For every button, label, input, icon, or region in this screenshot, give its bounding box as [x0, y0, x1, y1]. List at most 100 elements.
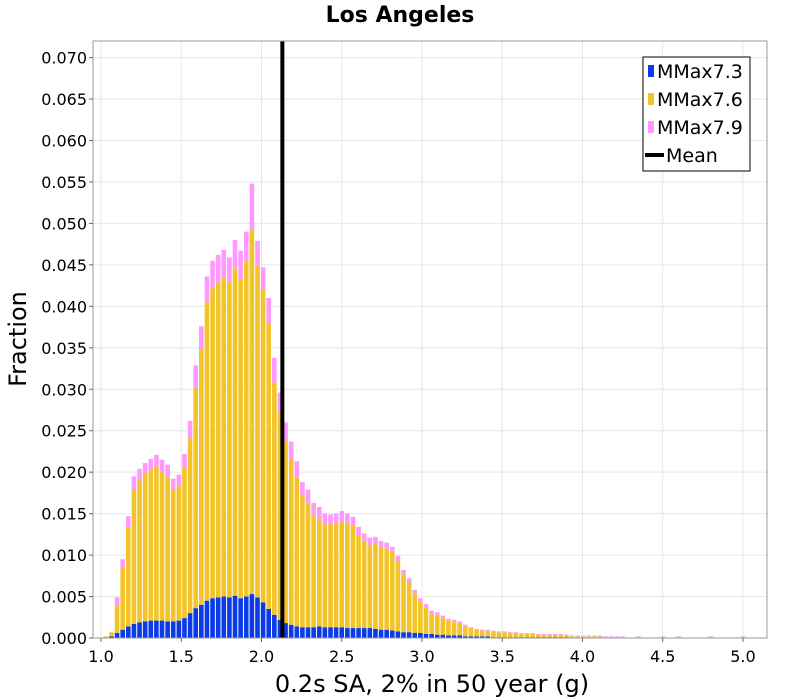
bar-mmax7-6-27 — [255, 265, 260, 598]
bar-mmax7-3-20 — [215, 597, 221, 638]
bar-mmax7-9-56 — [418, 598, 423, 602]
x-tick-label-6: 4.0 — [570, 647, 595, 666]
bar-mmax7-6-67 — [479, 630, 485, 637]
bar-mmax7-6-78 — [541, 634, 547, 638]
bar-mmax7-6-30 — [272, 382, 277, 615]
bar-mmax7-6-35 — [300, 494, 305, 628]
bar-mmax7-9-23 — [232, 240, 238, 269]
bar-mmax7-6-9 — [154, 466, 159, 621]
bar-mmax7-6-25 — [243, 260, 249, 597]
bar-mmax7-6-59 — [434, 614, 440, 635]
bar-mmax7-9-42 — [339, 511, 345, 522]
bar-mmax7-9-57 — [423, 604, 429, 608]
bar-mmax7-6-44 — [350, 525, 356, 629]
bar-mmax7-9-2 — [114, 597, 120, 605]
bar-mmax7-9-35 — [300, 482, 305, 495]
bar-mmax7-3-59 — [434, 634, 440, 638]
bar-mmax7-3-18 — [204, 600, 210, 638]
bar-mmax7-9-73 — [513, 632, 519, 634]
bar-mmax7-9-65 — [468, 627, 474, 629]
bar-mmax7-6-1 — [109, 632, 114, 637]
legend-label-mmax7-3: MMax7.3 — [657, 61, 743, 83]
bar-mmax7-9-70 — [496, 631, 502, 633]
bar-mmax7-9-29 — [266, 298, 272, 323]
bar-mmax7-9-87 — [592, 635, 597, 637]
bar-mmax7-3-17 — [199, 604, 204, 638]
bar-mmax7-3-41 — [333, 627, 339, 638]
bar-mmax7-3-45 — [356, 628, 361, 638]
bar-mmax7-9-85 — [580, 635, 586, 637]
bar-mmax7-6-22 — [227, 282, 232, 598]
bar-mmax7-3-46 — [361, 628, 367, 638]
bar-mmax7-6-79 — [547, 634, 552, 638]
bar-mmax7-9-10 — [159, 459, 165, 473]
bar-mmax7-9-72 — [507, 632, 513, 634]
bar-mmax7-9-11 — [165, 464, 170, 478]
y-tick-label-14: 0.070 — [41, 49, 87, 68]
bar-mmax7-6-19 — [210, 288, 215, 599]
bar-mmax7-9-15 — [187, 420, 193, 439]
bar-mmax7-9-30 — [272, 357, 277, 383]
bar-mmax7-9-67 — [479, 629, 485, 631]
bar-mmax7-3-50 — [384, 629, 389, 638]
bar-mmax7-3-1 — [109, 636, 114, 638]
bar-mmax7-6-18 — [204, 302, 210, 601]
x-tick-label-7: 4.5 — [650, 647, 675, 666]
bar-mmax7-6-62 — [451, 621, 457, 636]
y-tick-label-6: 0.030 — [41, 380, 87, 399]
bar-mmax7-9-49 — [378, 540, 384, 547]
bar-mmax7-3-63 — [457, 635, 462, 638]
bar-mmax7-3-4 — [125, 626, 131, 638]
bar-mmax7-3-68 — [485, 636, 491, 638]
legend-label-mmax7-6: MMax7.6 — [657, 89, 743, 111]
bar-mmax7-9-44 — [350, 516, 356, 526]
bar-mmax7-3-11 — [165, 621, 170, 638]
bar-mmax7-6-11 — [165, 477, 170, 622]
bar-mmax7-6-69 — [491, 631, 496, 638]
bar-mmax7-9-78 — [541, 633, 547, 635]
bar-mmax7-3-53 — [401, 632, 406, 638]
bar-mmax7-9-91 — [614, 636, 620, 638]
x-axis-ticks: 1.0 1.5 2.0 2.5 3.0 3.5 4.0 4.5 5.0 — [88, 638, 756, 666]
x-tick-label-5: 3.5 — [489, 647, 514, 666]
y-tick-label-10: 0.050 — [41, 214, 87, 233]
bar-mmax7-9-97 — [740, 636, 746, 638]
bar-mmax7-9-33 — [288, 441, 294, 459]
bar-mmax7-3-40 — [328, 627, 333, 638]
bar-mmax7-9-26 — [249, 183, 255, 230]
bars — [103, 183, 746, 638]
bar-mmax7-3-27 — [255, 597, 260, 638]
bar-mmax7-9-48 — [373, 536, 378, 544]
bar-mmax7-6-57 — [423, 607, 429, 634]
bar-mmax7-9-27 — [255, 240, 260, 266]
bar-mmax7-3-29 — [266, 608, 272, 638]
bar-mmax7-6-87 — [592, 636, 597, 638]
bar-mmax7-6-0 — [103, 636, 109, 638]
bar-mmax7-9-77 — [536, 633, 541, 635]
y-tick-label-8: 0.040 — [41, 297, 87, 316]
bar-mmax7-6-10 — [159, 472, 165, 621]
bar-mmax7-9-34 — [294, 461, 300, 478]
bar-mmax7-3-67 — [479, 636, 485, 638]
bar-mmax7-6-47 — [367, 545, 373, 629]
bar-mmax7-6-31 — [277, 412, 283, 620]
bar-mmax7-3-3 — [120, 629, 125, 638]
bar-mmax7-6-24 — [238, 278, 243, 599]
chart-title: Los Angeles — [326, 3, 475, 28]
bar-mmax7-9-63 — [457, 621, 462, 624]
bar-mmax7-3-30 — [272, 614, 277, 638]
bar-mmax7-3-31 — [277, 619, 283, 638]
bar-mmax7-6-51 — [389, 551, 395, 631]
bar-mmax7-9-37 — [311, 502, 316, 516]
bar-mmax7-6-12 — [170, 489, 176, 622]
bar-mmax7-9-50 — [384, 542, 389, 549]
bar-mmax7-3-13 — [176, 620, 182, 638]
bar-mmax7-6-84 — [575, 636, 580, 638]
bar-mmax7-6-76 — [530, 633, 536, 638]
bar-mmax7-6-3 — [120, 567, 125, 630]
bar-mmax7-9-39 — [322, 513, 328, 525]
bar-mmax7-9-92 — [620, 636, 625, 638]
y-tick-label-2: 0.010 — [41, 546, 87, 565]
bar-mmax7-9-14 — [182, 453, 187, 469]
bar-mmax7-9-17 — [199, 326, 204, 350]
